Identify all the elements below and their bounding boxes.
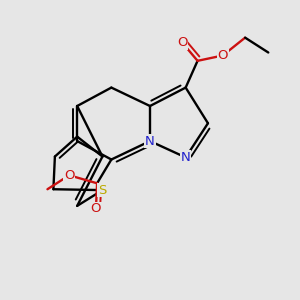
Text: O: O (218, 49, 228, 62)
Text: N: N (145, 135, 155, 148)
Text: O: O (64, 169, 74, 182)
Text: N: N (181, 151, 190, 164)
Text: O: O (177, 36, 187, 49)
Text: O: O (91, 202, 101, 215)
Text: S: S (98, 184, 106, 196)
